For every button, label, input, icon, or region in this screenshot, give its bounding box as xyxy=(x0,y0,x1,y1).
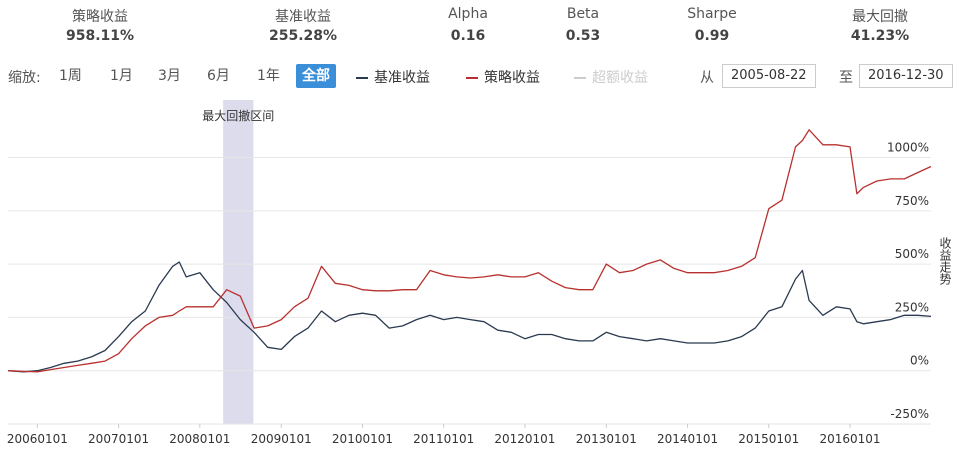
x-tick-label: 20090101 xyxy=(251,432,312,446)
x-tick-label: 20160101 xyxy=(819,432,880,446)
legend-item[interactable]: 策略收益 xyxy=(466,67,540,87)
series-line xyxy=(7,129,932,373)
x-tick-label: 20060101 xyxy=(7,432,68,446)
controls: 缩放: 从 2005-08-22 至 2016-12-30 1周 1月 3月 6月 1年… xyxy=(8,64,967,90)
legend-label: 基准收益 xyxy=(374,70,430,86)
x-tick-label: 20150101 xyxy=(738,432,799,446)
x-tick-label: 20130101 xyxy=(576,432,637,446)
y-tick-label: 250% xyxy=(895,300,929,314)
y-tick-label: 0% xyxy=(910,354,929,368)
stat-label: 策略收益 xyxy=(72,9,128,25)
to-date[interactable]: 2016-12-30 xyxy=(859,64,953,88)
y-tick-label: 500% xyxy=(895,247,929,261)
stat-value: 255.28% xyxy=(268,28,338,44)
series-line xyxy=(7,261,932,373)
y-tick-label: -250% xyxy=(890,407,929,421)
zoom-button[interactable]: 1年 xyxy=(257,68,280,84)
stat-label: Sharpe xyxy=(687,6,737,22)
to-label: 至 xyxy=(839,70,853,86)
stat: 基准收益 255.28% xyxy=(233,6,373,44)
legend-item[interactable]: 基准收益 xyxy=(356,67,430,87)
stat-value: 958.11% xyxy=(65,28,135,44)
stat: 最大回撤 41.23% xyxy=(810,6,950,44)
zoom-label: 缩放: xyxy=(8,70,41,86)
y-axis-title: 收益走势 xyxy=(938,237,952,285)
stat-value: 0.53 xyxy=(565,28,601,44)
legend-item[interactable]: 超额收益 xyxy=(574,67,648,87)
zoom-button[interactable]: 3月 xyxy=(158,68,181,84)
drawdown-band xyxy=(223,100,254,424)
x-tick-label: 20140101 xyxy=(657,432,718,446)
x-tick-label: 20070101 xyxy=(88,432,149,446)
y-tick-label: 750% xyxy=(895,194,929,208)
zoom-button[interactable]: 6月 xyxy=(207,68,230,84)
stat-label: Alpha xyxy=(448,6,488,22)
x-tick-label: 20120101 xyxy=(494,432,555,446)
stat-label: Beta xyxy=(566,6,600,22)
legend-swatch xyxy=(356,77,368,79)
legend-swatch xyxy=(574,77,586,79)
legend-swatch xyxy=(466,77,478,79)
y-tick-label: 1000% xyxy=(887,141,929,155)
stat-value: 41.23% xyxy=(850,28,910,44)
stat: 策略收益 958.11% xyxy=(30,6,170,44)
from-date[interactable]: 2005-08-22 xyxy=(722,64,816,88)
zoom-button[interactable]: 1月 xyxy=(110,68,133,84)
x-tick-label: 20080101 xyxy=(169,432,230,446)
from-label: 从 xyxy=(700,70,714,86)
stat: Alpha 0.16 xyxy=(398,6,538,44)
zoom-button[interactable]: 全部 xyxy=(296,64,336,88)
legend-label: 策略收益 xyxy=(484,70,540,86)
zoom-button[interactable]: 1周 xyxy=(59,68,82,84)
stat-value: 0.99 xyxy=(694,28,730,44)
legend-label: 超额收益 xyxy=(592,70,648,86)
stat: Beta 0.53 xyxy=(513,6,653,44)
stat-value: 0.16 xyxy=(450,28,486,44)
stat: Sharpe 0.99 xyxy=(642,6,782,44)
stat-label: 最大回撤 xyxy=(852,9,908,25)
x-tick-label: 20110101 xyxy=(413,432,474,446)
x-tick-label: 20100101 xyxy=(332,432,393,446)
stat-label: 基准收益 xyxy=(275,9,331,25)
drawdown-annotation: 最大回撤区间 xyxy=(202,108,274,123)
